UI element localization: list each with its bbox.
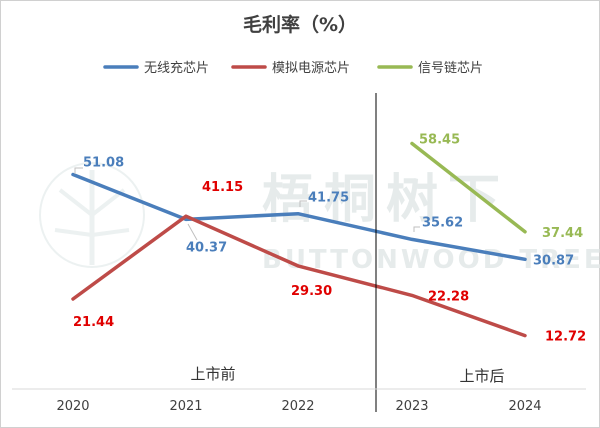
data-label: 51.08 bbox=[83, 155, 124, 170]
leader-line bbox=[413, 226, 420, 232]
data-label: 30.87 bbox=[533, 253, 574, 268]
x-tick-label: 2022 bbox=[281, 399, 314, 414]
x-tick-label: 2023 bbox=[395, 399, 428, 414]
data-label: 58.45 bbox=[419, 133, 460, 148]
series-line-1 bbox=[71, 172, 527, 262]
data-label: 12.72 bbox=[545, 330, 586, 345]
series-line-2 bbox=[71, 214, 527, 338]
x-tick-label: 2024 bbox=[508, 399, 541, 414]
leader-line bbox=[187, 223, 198, 241]
leader-line bbox=[299, 200, 307, 207]
watermark-tree-icon bbox=[39, 162, 145, 268]
series-lines bbox=[71, 141, 527, 338]
data-label: 37.44 bbox=[542, 226, 583, 241]
data-label: 40.37 bbox=[186, 240, 227, 255]
leader-line bbox=[74, 167, 83, 174]
legend-label: 模拟电源芯片 bbox=[272, 61, 350, 76]
data-label: 29.30 bbox=[291, 284, 332, 299]
x-tick-label: 2020 bbox=[56, 399, 89, 414]
data-label: 41.75 bbox=[308, 191, 349, 206]
x-axis-ticks: 2020 2021 2022 2023 2024 bbox=[56, 399, 541, 414]
legend-label: 信号链芯片 bbox=[418, 61, 483, 76]
data-labels: 51.08 40.37 41.75 35.62 30.87 21.44 41.15 29.30… bbox=[73, 133, 586, 345]
legend: 无线充芯片 模拟电源芯片 信号链芯片 bbox=[103, 60, 483, 76]
data-label: 41.15 bbox=[202, 180, 243, 195]
chart-title: 毛利率（%） bbox=[243, 13, 357, 36]
period-label-before: 上市前 bbox=[190, 365, 235, 383]
legend-label: 无线充芯片 bbox=[144, 60, 209, 76]
data-label: 22.28 bbox=[428, 289, 469, 304]
period-label-after: 上市后 bbox=[459, 367, 504, 385]
x-tick-label: 2021 bbox=[169, 399, 202, 414]
series-line-3 bbox=[410, 141, 527, 234]
data-label: 35.62 bbox=[422, 215, 463, 230]
watermark-cn: 梧桐树下 bbox=[262, 170, 510, 230]
data-label: 21.44 bbox=[73, 315, 114, 330]
